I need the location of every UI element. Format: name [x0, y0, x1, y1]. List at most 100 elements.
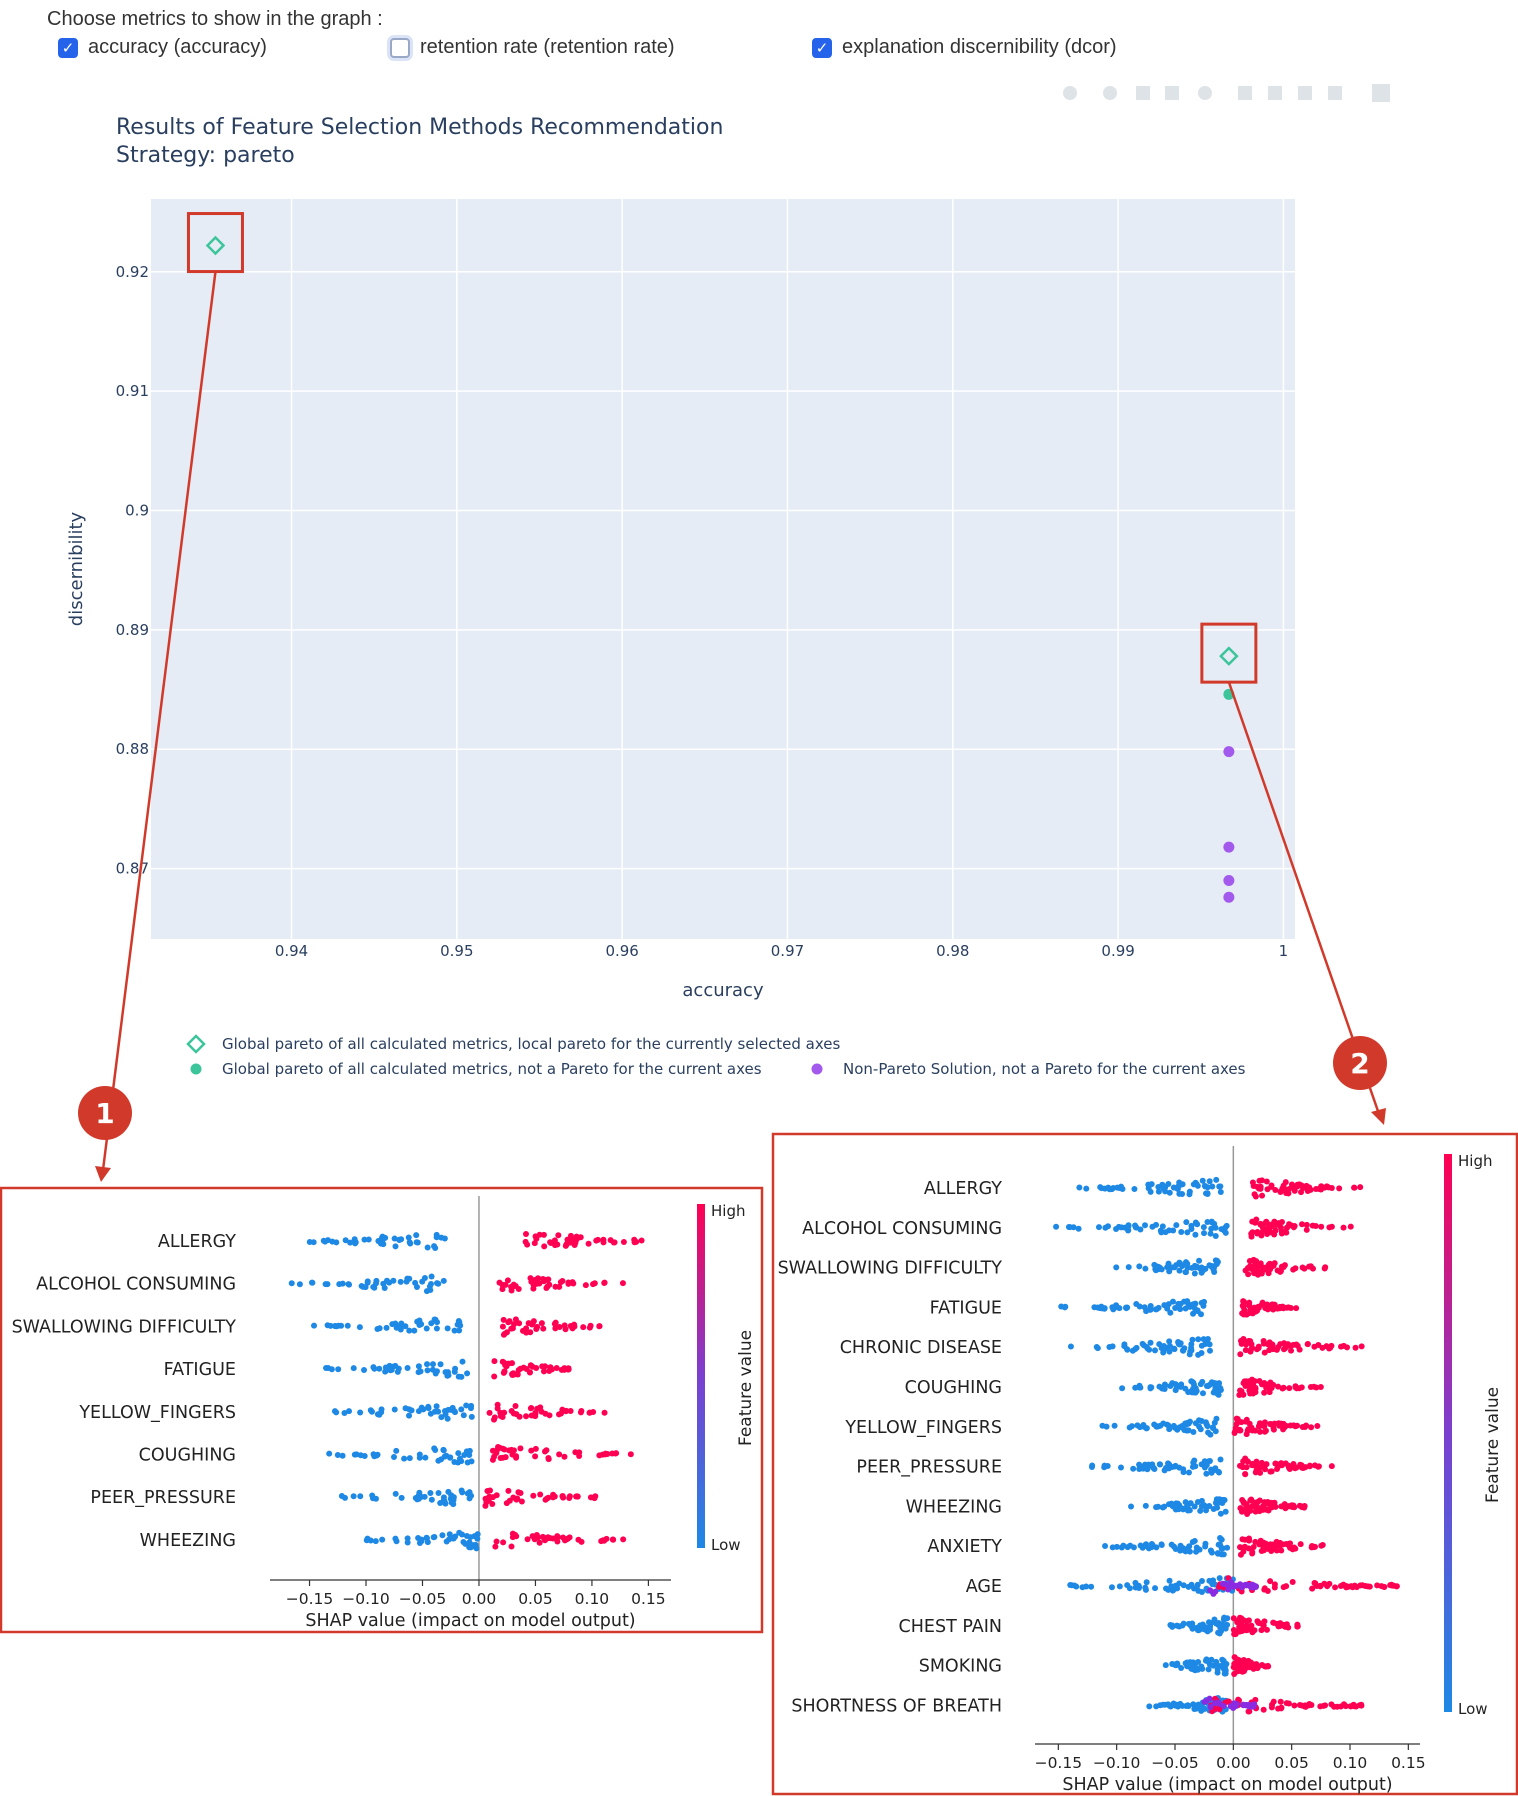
home-icon[interactable]: [1328, 86, 1342, 100]
shap-point: [467, 1544, 474, 1551]
shap-point: [1216, 1575, 1223, 1582]
shap-point: [1336, 1185, 1343, 1192]
shap-point: [1351, 1184, 1358, 1191]
shap-point: [1125, 1222, 1132, 1229]
shap-point: [373, 1277, 380, 1284]
box-select-icon[interactable]: [1165, 86, 1179, 100]
shap-point: [522, 1231, 529, 1238]
shap-point: [586, 1409, 593, 1416]
shap-point: [491, 1414, 498, 1421]
shap-point: [506, 1497, 513, 1504]
shap-point: [610, 1536, 617, 1543]
metric-checkbox-discernibility[interactable]: ✓ explanation discernibility (dcor): [812, 36, 1117, 59]
shap-point: [1308, 1424, 1315, 1431]
shap-point: [1192, 1420, 1199, 1427]
x-tick-label: −0.15: [286, 1590, 334, 1608]
shap-point: [1218, 1536, 1225, 1543]
shap-point: [1198, 1707, 1205, 1714]
shap-point: [357, 1493, 364, 1500]
shap-point: [388, 1366, 395, 1373]
shap-point: [365, 1236, 372, 1243]
non-pareto-point[interactable]: [1223, 841, 1235, 853]
shap-point: [501, 1446, 508, 1453]
shap-point: [1212, 1380, 1219, 1387]
colorbar-high-label: High: [711, 1202, 745, 1220]
shap-point: [1259, 1192, 1266, 1199]
legend-diamond-icon[interactable]: [186, 1034, 206, 1054]
shap-point: [1280, 1422, 1287, 1429]
shap-point: [1265, 1270, 1272, 1277]
shap-point: [1203, 1470, 1210, 1477]
shap-point: [1140, 1465, 1147, 1472]
x-tick-label: 0.99: [1101, 942, 1134, 960]
checkbox-checked-icon[interactable]: ✓: [58, 37, 78, 58]
checkbox-checked-icon[interactable]: ✓: [812, 37, 832, 58]
shap-point: [464, 1490, 471, 1497]
shap-point: [1212, 1428, 1219, 1435]
shap-point: [505, 1319, 512, 1326]
shap-point: [1340, 1581, 1347, 1588]
shap-point: [491, 1373, 498, 1380]
shap-point: [638, 1237, 645, 1244]
plot-area[interactable]: [151, 199, 1295, 939]
shap-point: [1270, 1426, 1277, 1433]
shap-point: [1123, 1305, 1130, 1312]
camera-icon[interactable]: [1063, 86, 1077, 100]
shap-point: [335, 1366, 342, 1373]
shap-point: [428, 1496, 435, 1503]
shap-point: [522, 1238, 529, 1245]
shap-point: [585, 1240, 592, 1247]
shap-point: [424, 1367, 431, 1374]
shap-point: [456, 1455, 463, 1462]
shap-point: [601, 1409, 608, 1416]
autoscale-icon[interactable]: [1298, 86, 1312, 100]
shap-point: [1211, 1268, 1218, 1275]
shap-point: [1214, 1669, 1221, 1676]
shap-point: [580, 1324, 587, 1331]
shap-point: [1132, 1224, 1139, 1231]
metric-checkbox-accuracy[interactable]: ✓ accuracy (accuracy): [58, 36, 267, 59]
shap-point: [1318, 1183, 1325, 1190]
legend-dot-icon[interactable]: [811, 1063, 823, 1075]
shap-point: [1132, 1584, 1139, 1591]
beeswarm-row: [1113, 1256, 1329, 1278]
shap-point: [1053, 1223, 1060, 1230]
colorbar-title: Feature value: [736, 1330, 756, 1446]
plotly-logo-icon[interactable]: [1372, 84, 1390, 102]
zoom-out-icon[interactable]: [1268, 86, 1282, 100]
shap-point: [1247, 1497, 1254, 1504]
pan-icon[interactable]: [1136, 86, 1150, 100]
shap-point: [371, 1365, 378, 1372]
x-tick-label: −0.05: [399, 1590, 447, 1608]
checkbox-unchecked-icon[interactable]: [390, 37, 410, 58]
shap-point: [310, 1239, 317, 1246]
shap-point: [1184, 1663, 1191, 1670]
legend-dot-icon[interactable]: [190, 1063, 202, 1075]
shap-point: [393, 1447, 400, 1454]
shap-point: [1108, 1186, 1115, 1193]
non-pareto-point[interactable]: [1223, 875, 1235, 887]
zoom-in-icon[interactable]: [1238, 86, 1252, 100]
shap-point: [1261, 1423, 1268, 1430]
shap-point: [1182, 1269, 1189, 1276]
non-pareto-point[interactable]: [1223, 746, 1235, 758]
zoom-icon[interactable]: [1103, 86, 1117, 100]
plot-modebar[interactable]: [1063, 84, 1390, 102]
pareto-diamond-point[interactable]: [1219, 646, 1239, 666]
shap-point: [1200, 1224, 1207, 1231]
shap-point: [1121, 1341, 1128, 1348]
shap-point: [1253, 1216, 1260, 1223]
shap-point: [1177, 1306, 1184, 1313]
lasso-icon[interactable]: [1198, 86, 1212, 100]
shap-point: [350, 1365, 357, 1372]
shap-point: [1260, 1340, 1267, 1347]
shap-point: [1238, 1419, 1245, 1426]
metric-checkbox-retention-rate[interactable]: retention rate (retention rate): [390, 36, 675, 59]
pareto-diamond-point[interactable]: [205, 235, 226, 256]
shap-point: [1190, 1459, 1197, 1466]
shap-point: [1256, 1185, 1263, 1192]
shap-point: [1293, 1464, 1300, 1471]
shap-point: [376, 1365, 383, 1372]
non-pareto-point[interactable]: [1223, 891, 1235, 903]
shap-point: [431, 1243, 438, 1250]
